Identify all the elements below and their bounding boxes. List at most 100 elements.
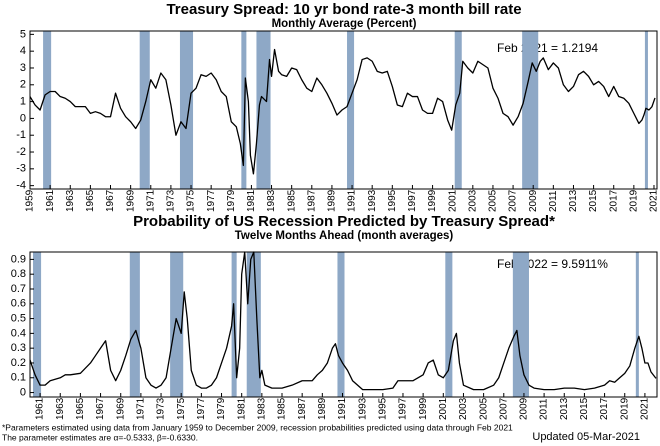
recession-band [129,252,140,397]
y-tick-label: 0.8 [11,268,26,280]
x-tick-label: 1991 [347,189,358,212]
recession-band [347,31,355,189]
x-tick-label: 2015 [588,189,599,212]
y-tick-label: 0.9 [11,253,26,265]
recession-band [246,252,261,397]
recession-band [179,31,194,189]
x-tick-label: 1997 [398,397,409,420]
x-tick-label: 2019 [628,189,639,212]
x-tick-label: 1963 [65,189,76,212]
x-tick-label: 2011 [539,398,550,420]
y-tick-label: -2 [16,146,26,158]
chart-subtitle: Monthly Average (Percent) [272,18,417,30]
x-tick-label: 1979 [216,397,227,420]
recession-band [445,252,453,397]
y-tick-label: 4 [20,45,26,57]
x-tick-label: 2001 [438,397,449,420]
x-tick-label: 1963 [55,397,66,420]
x-tick-label: 1971 [136,397,147,420]
annotation: Feb 2021 = 1.2194 [497,41,598,55]
x-tick-label: 1979 [226,189,237,212]
x-tick-label: 2013 [568,189,579,212]
recession-band [644,31,648,189]
x-tick-label: 1995 [377,397,388,420]
x-tick-label: 1969 [125,189,136,212]
recession-band [33,252,42,397]
y-tick-label: 0 [20,112,26,124]
x-tick-label: 2007 [498,397,509,420]
x-tick-label: 2021 [640,397,651,420]
x-tick-label: 1981 [246,189,257,212]
y-tick-label: -4 [16,180,26,192]
x-tick-label: 2011 [548,190,559,212]
y-tick-label: 0 [20,386,26,398]
plot-frame [29,251,658,398]
x-tick-label: 1961 [45,189,56,212]
x-tick-label: 2005 [478,397,489,420]
recession-band [522,31,539,189]
x-tick-label: 1989 [317,397,328,420]
data-line [29,251,657,391]
y-tick-label: 0.6 [11,298,26,310]
x-tick-label: 2005 [488,189,499,212]
x-tick-label: 1989 [327,189,338,212]
data-line [29,48,656,175]
y-tick-label: 0.1 [11,372,26,384]
x-tick-label: 1967 [95,397,106,420]
x-tick-label: 1997 [407,189,418,212]
x-tick-label: 1965 [85,189,96,212]
x-tick-label: 1983 [256,397,267,420]
x-tick-label: 1959 [25,189,36,212]
chart-title: Probability of US Recession Predicted by… [133,213,555,230]
x-tick-label: 1971 [145,189,156,212]
x-tick-label: 1977 [196,397,207,420]
x-tick-label: 2015 [579,397,590,420]
recession-band [241,31,247,189]
chart-subtitle: Twelve Months Ahead (month averages) [235,230,454,242]
y-tick-label: 0.5 [11,312,26,324]
x-tick-label: 2013 [559,397,570,420]
x-tick-label: 1991 [337,397,348,420]
x-tick-label: 2001 [447,189,458,212]
x-tick-label: 2007 [508,189,519,212]
x-tick-label: 1969 [115,397,126,420]
y-tick-label: 5 [20,28,26,40]
x-tick-label: 2017 [608,189,619,212]
footnote: The parameter estimates are α=-0.5333, β… [2,432,198,442]
recession-band [337,252,345,397]
y-tick-label: 0.7 [11,283,26,295]
y-tick-label: -3 [16,163,26,175]
chart-title: Treasury Spread: 10 yr bond rate-3 month… [166,1,521,18]
recession-band [170,252,184,397]
x-tick-label: 1973 [156,397,167,420]
y-tick-label: 0.4 [11,327,26,339]
y-tick-label: 2 [20,79,26,91]
updated-note: Updated 05-Mar-2021 [532,431,640,443]
recession-band [43,31,52,189]
x-tick-label: 1985 [277,397,288,420]
x-tick-label: 1993 [357,397,368,420]
y-tick-label: 0.3 [11,342,26,354]
y-tick-label: 1 [20,96,26,108]
x-tick-label: 2017 [599,397,610,420]
y-tick-label: 0.2 [11,357,26,369]
x-tick-label: 1975 [186,189,197,212]
x-tick-label: 1975 [176,397,187,420]
x-tick-label: 2003 [467,189,478,212]
x-tick-label: 1987 [297,397,308,420]
x-tick-label: 1993 [367,189,378,212]
x-tick-label: 2009 [528,189,539,212]
x-tick-label: 1987 [306,189,317,212]
footnote: *Parameters estimated using data from Ja… [2,422,513,432]
x-tick-label: 1999 [418,397,429,420]
x-tick-label: 1967 [105,189,116,212]
x-tick-label: 1973 [166,189,177,212]
x-tick-label: 1965 [75,397,86,420]
x-tick-label: 1995 [387,189,398,212]
recession-band [256,31,271,189]
x-tick-label: 1985 [286,189,297,212]
x-tick-label: 2003 [458,397,469,420]
x-tick-label: 2021 [649,189,660,212]
x-tick-label: 1983 [266,189,277,212]
